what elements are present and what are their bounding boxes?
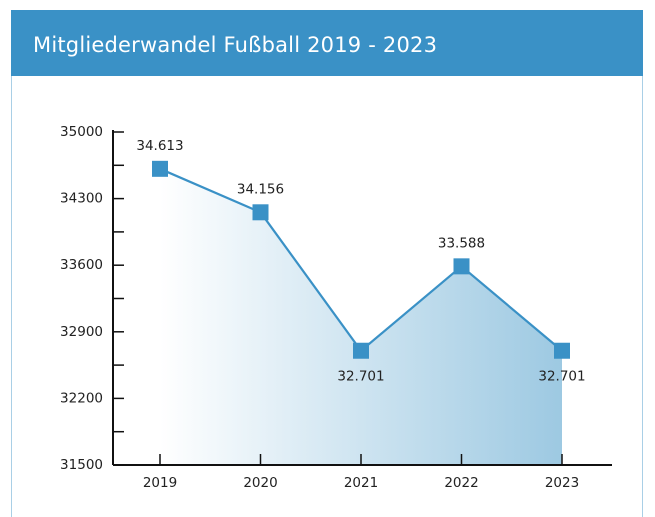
marker [252, 204, 269, 221]
y-tick-label: 32900 [60, 324, 103, 340]
value-label: 32.701 [538, 369, 585, 385]
marker [152, 160, 168, 177]
x-tick-label: 2022 [444, 475, 478, 491]
value-label: 32.701 [337, 369, 384, 385]
y-tick-label: 32200 [60, 390, 103, 406]
area [160, 168, 562, 465]
x-tick-label: 2021 [344, 475, 378, 491]
y-tick-label: 35000 [60, 124, 103, 140]
x-tick-label: 2019 [143, 475, 177, 491]
marker [353, 342, 369, 359]
chart-title: Mitgliederwandel Fußball 2019 - 2023 [33, 33, 438, 57]
marker [554, 342, 570, 359]
x-tick-label: 2023 [545, 475, 579, 491]
value-label: 34.613 [136, 138, 183, 154]
value-label: 33.588 [438, 235, 485, 251]
x-tick-label: 2020 [243, 475, 277, 491]
y-tick-label: 33600 [60, 257, 103, 273]
y-tick-label: 31500 [60, 457, 103, 473]
header: Mitgliederwandel Fußball 2019 - 2023 [11, 10, 643, 76]
value-label: 34.156 [237, 181, 284, 197]
marker [453, 258, 470, 275]
y-tick-label: 34300 [60, 191, 103, 207]
